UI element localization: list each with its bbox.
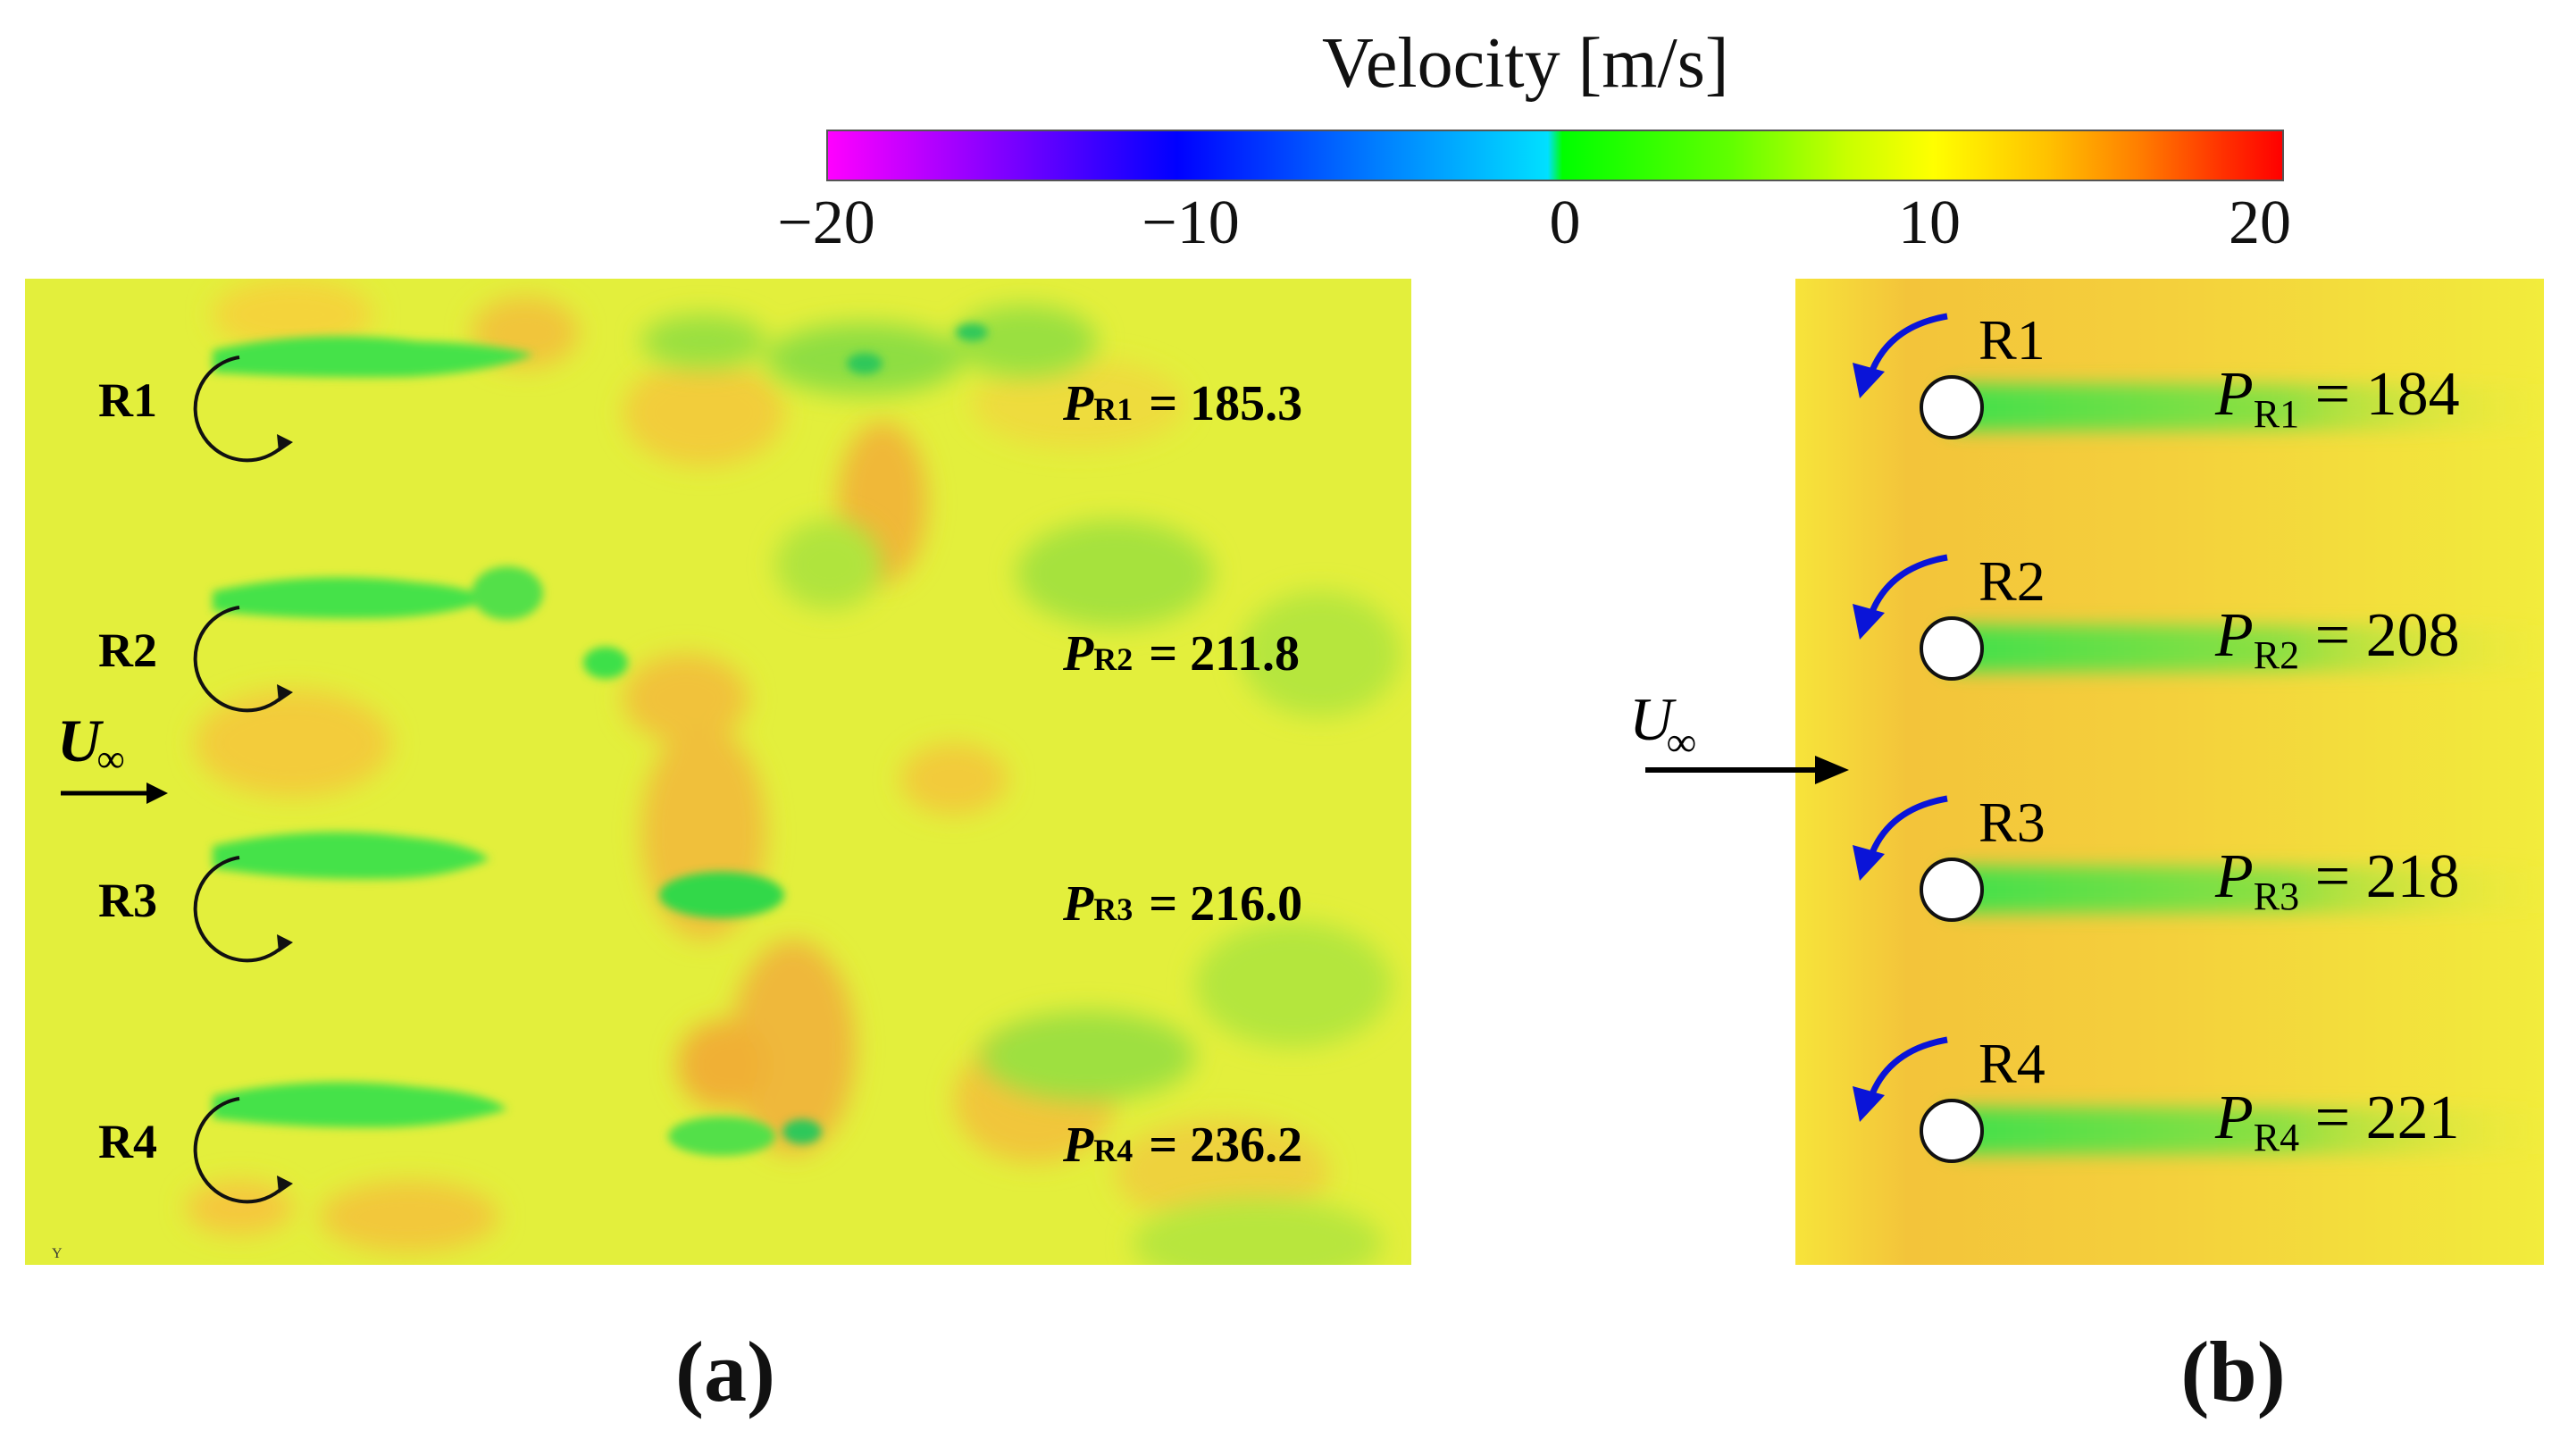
rotor-a-r2: R2 PR2 = 211.8 bbox=[98, 606, 1300, 713]
panel-a-velocity-field: U ∞ R1 PR1 = 185.3 R2 PR2 = 211.8 R3 PR3 = 21… bbox=[25, 279, 1411, 1265]
power-label-a: PR3 = 216.0 bbox=[1062, 876, 1302, 932]
power-label-b: PR1 = 184 bbox=[2214, 360, 2460, 436]
panel-a-contour: U ∞ R1 PR1 = 185.3 R2 PR2 = 211.8 R3 PR3 = 21… bbox=[25, 279, 1411, 1265]
freestream-label-b: U bbox=[1629, 688, 1677, 753]
rotor-cylinder bbox=[1920, 375, 1984, 439]
rotor-label: R4 bbox=[98, 1115, 157, 1168]
rotation-arrowhead bbox=[1853, 363, 1885, 398]
rotation-arrowhead bbox=[277, 1176, 293, 1193]
power-label-b: PR4 = 221 bbox=[2214, 1084, 2460, 1159]
caption-a: (a) bbox=[675, 1324, 775, 1419]
rotation-arrow bbox=[193, 1097, 286, 1204]
caption-b: (b) bbox=[2180, 1324, 2286, 1419]
panel-b-velocity-field: R1 PR1 = 184 R2 PR2 = 208 R3 PR3 = 218 R4 PR4 =… bbox=[1795, 279, 2544, 1265]
rotation-arrowhead bbox=[277, 434, 293, 452]
green-patches bbox=[641, 305, 1401, 1265]
rotor-label: R1 bbox=[1979, 308, 2045, 372]
field-background-b bbox=[1795, 279, 2544, 1265]
colorbar-tick-max: 20 bbox=[2229, 188, 2291, 257]
rotor-cylinder bbox=[1920, 1099, 1984, 1163]
rotor-b-r4: R4 PR4 = 221 bbox=[1853, 1032, 2460, 1163]
rotation-arrow bbox=[193, 356, 286, 463]
rotor-label: R2 bbox=[98, 623, 157, 677]
colorbar-tick: 10 bbox=[1898, 188, 1961, 257]
flow-direction-a: U ∞ bbox=[57, 707, 168, 804]
colorbar-tick-zero: 0 bbox=[1549, 188, 1581, 257]
rotor-cylinder bbox=[1920, 616, 1984, 681]
rotor-b-r3: R3 PR3 = 218 bbox=[1853, 791, 2460, 922]
rotation-arrowhead bbox=[277, 934, 293, 952]
rotor-b-r1: R1 PR1 = 184 bbox=[1853, 308, 2460, 439]
rotation-arrowhead bbox=[277, 684, 293, 702]
colorbar-tick: −10 bbox=[1142, 188, 1240, 257]
power-label-a: PR4 = 236.2 bbox=[1062, 1117, 1302, 1173]
rotation-arrowhead bbox=[1853, 1086, 1885, 1122]
rotor-b-r2: R2 PR2 = 208 bbox=[1853, 549, 2460, 681]
rotor-label: R4 bbox=[1979, 1032, 2045, 1095]
rotation-arrow bbox=[193, 606, 286, 713]
freestream-label-a: U bbox=[57, 707, 105, 774]
rotor-label: R3 bbox=[1979, 791, 2045, 854]
rotor-label: R1 bbox=[98, 373, 157, 427]
power-label-b: PR3 = 218 bbox=[2214, 842, 2460, 918]
colorbar-title: Velocity [m/s] bbox=[1322, 24, 1729, 103]
velocity-colorbar bbox=[826, 130, 2284, 181]
rotor-label: R3 bbox=[98, 874, 157, 927]
freestream-sub-b: ∞ bbox=[1667, 719, 1696, 765]
power-label-a: PR1 = 185.3 bbox=[1062, 376, 1302, 431]
axis-marker-y: Y bbox=[52, 1246, 63, 1261]
rotor-a-r1: R1 PR1 = 185.3 bbox=[98, 356, 1302, 463]
wakes-b bbox=[1938, 384, 2544, 1154]
rotor-label: R2 bbox=[1979, 549, 2045, 613]
power-label-a: PR2 = 211.8 bbox=[1062, 626, 1300, 682]
wake-structures bbox=[213, 323, 988, 1156]
rotor-a-r4: R4 PR4 = 236.2 bbox=[98, 1097, 1302, 1204]
rotation-arrow bbox=[193, 856, 286, 963]
power-label-b: PR2 = 208 bbox=[2214, 601, 2460, 677]
flow-direction-b: U ∞ bbox=[1629, 688, 1849, 784]
rotor-cylinder bbox=[1920, 858, 1984, 922]
rotor-a-r3: R3 PR3 = 216.0 bbox=[98, 856, 1302, 963]
colorbar-tick-min: −20 bbox=[777, 188, 875, 257]
panel-b-contour: R1 PR1 = 184 R2 PR2 = 208 R3 PR3 = 218 R4 PR4 =… bbox=[1795, 279, 2544, 1265]
freestream-sub-a: ∞ bbox=[96, 737, 124, 781]
rotation-arrowhead bbox=[1853, 845, 1885, 881]
rotation-arrowhead bbox=[1853, 604, 1885, 640]
